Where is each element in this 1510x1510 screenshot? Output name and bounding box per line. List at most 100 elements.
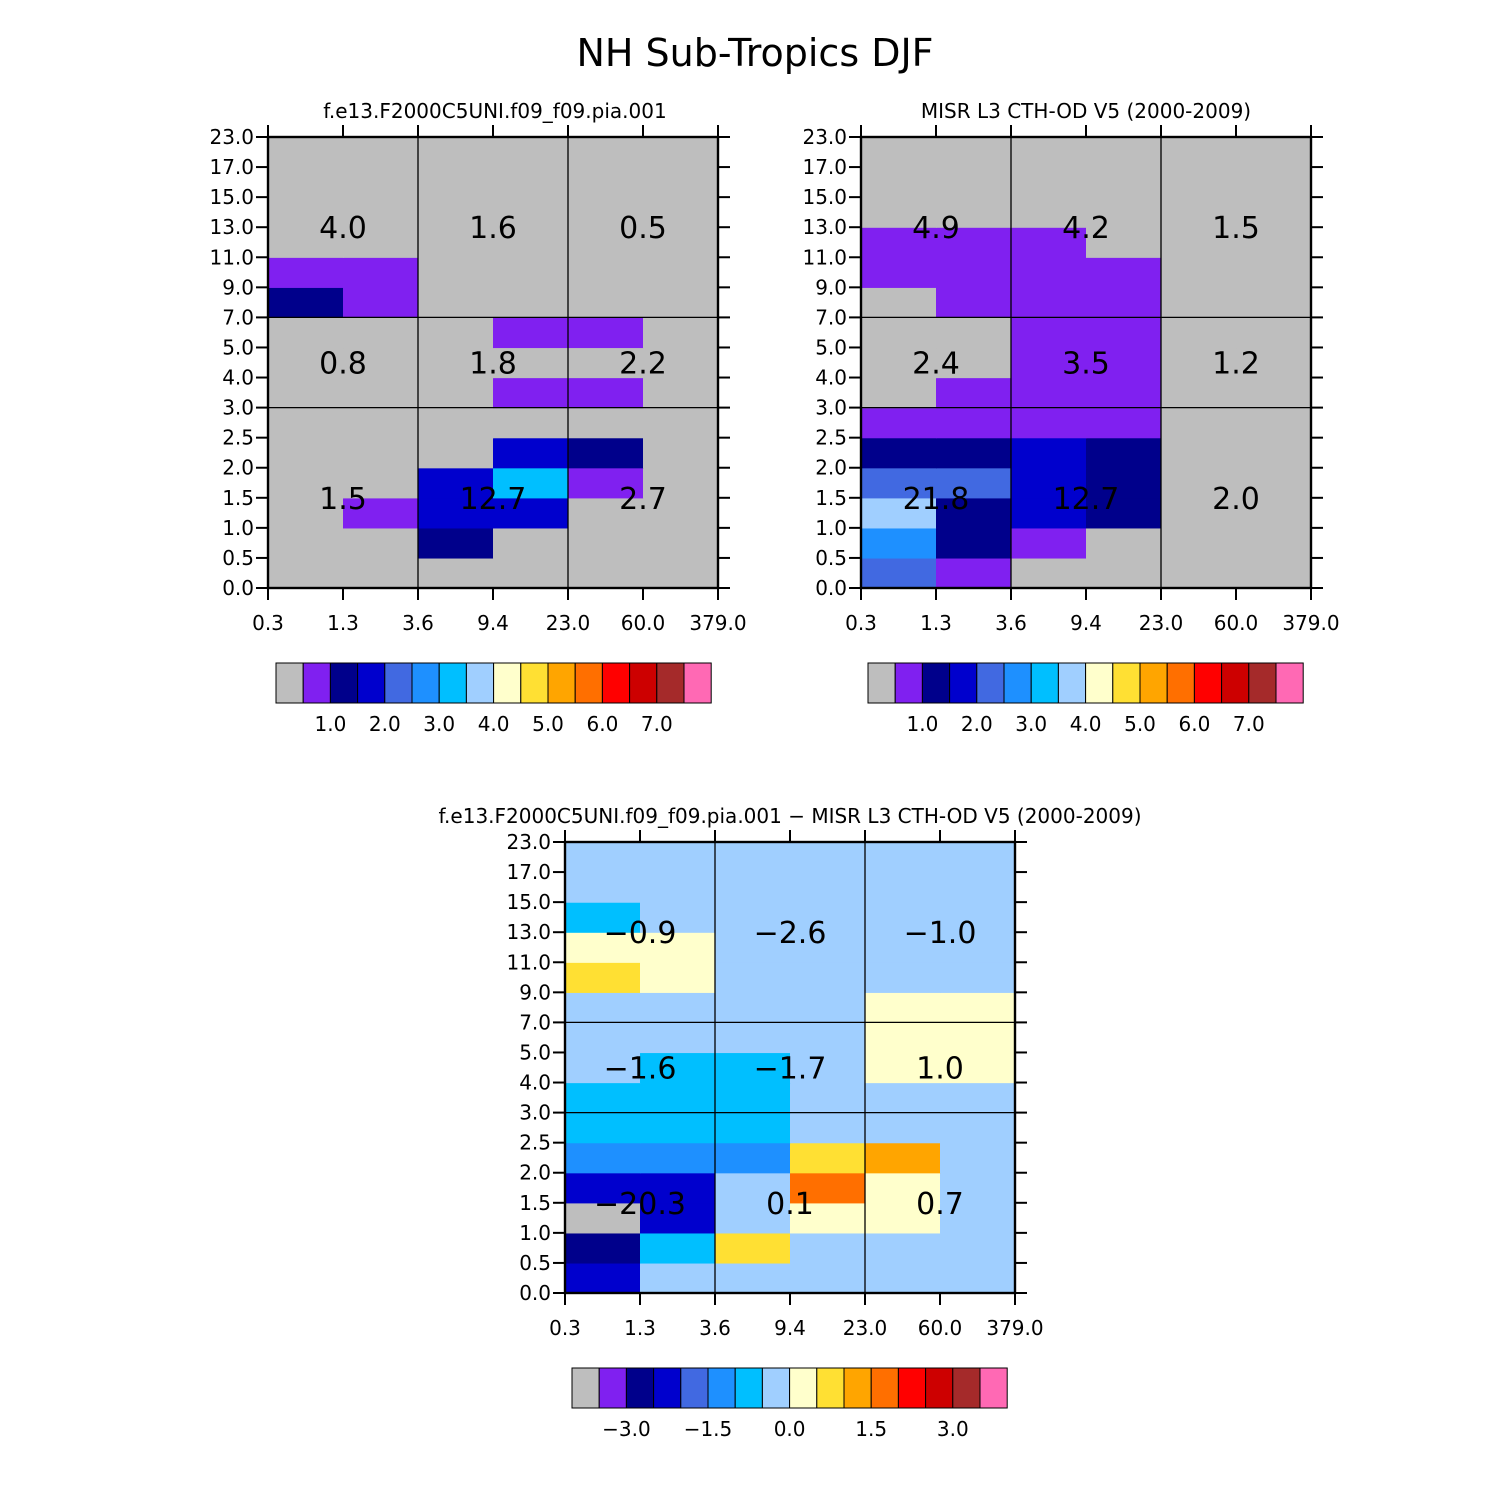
heatmap-cell [268,197,344,228]
region-total-label: 0.7 [916,1187,964,1222]
y-tick-label: 9.0 [222,275,254,299]
colorbar-swatch [925,1367,954,1409]
heatmap-cell [936,347,1012,379]
colorbar-swatch [1275,662,1304,704]
heatmap-cell [790,1082,866,1114]
heatmap-cell [640,842,716,873]
colorbar-swatch [656,662,685,704]
heatmap-cell [715,902,791,933]
heatmap-cell [640,932,716,963]
heatmap-cell [1161,287,1237,318]
heatmap-cell [1236,467,1312,499]
x-tick-label: 379.0 [689,611,746,635]
heatmap-cell [940,902,1016,933]
heatmap-cell [343,527,419,559]
heatmap-cell [1161,437,1237,469]
colorbar-swatch [1248,662,1277,704]
colorbar-label: −3.0 [602,1417,651,1441]
heatmap-cell [493,167,569,198]
heatmap-cell [418,437,494,469]
heatmap-cell [268,437,344,469]
heatmap-cell [1236,137,1312,168]
colorbar-swatch [384,662,413,704]
heatmap-cell [493,227,569,258]
heatmap-cell [640,1232,716,1264]
heatmap-cell [861,167,937,198]
heatmap-cell [790,1202,866,1234]
colorbar-swatch [1193,662,1223,704]
y-tick-label: 2.5 [815,426,847,450]
heatmap-cell [715,962,791,993]
heatmap-cell [643,317,719,349]
colorbar-swatch [275,662,304,704]
heatmap-cell [418,467,494,499]
x-tick-label: 0.3 [252,611,284,635]
heatmap-cell [865,1142,941,1174]
heatmap-cell [568,317,644,349]
heatmap-cell [418,527,494,559]
colorbar-swatch [411,662,440,704]
heatmap-cell [1011,407,1087,439]
y-tick-label: 0.0 [815,576,847,600]
colorbar-swatch [302,662,331,704]
heatmap-cell [343,167,419,198]
heatmap-cells [861,137,1312,589]
heatmap-cell [418,497,494,529]
y-tick-label: 17.0 [506,860,551,884]
x-tick-label: 0.3 [549,1316,581,1340]
heatmap-cell [343,257,419,288]
heatmap-cell [715,842,791,873]
heatmap-cell [1086,407,1162,439]
colorbar-swatch [574,662,603,704]
heatmap-cell [568,497,644,529]
figure-title: NH Sub-Tropics DJF [576,31,933,75]
colorbar-swatch [867,662,896,704]
colorbar-swatch [870,1367,899,1409]
heatmap-cell [568,347,644,379]
colorbar-swatch [547,662,576,704]
heatmap-cell [343,407,419,439]
heatmap-cell [1086,137,1162,168]
colorbar-swatch [1139,662,1168,704]
heatmap-cell [418,347,494,379]
y-tick-label: 0.5 [815,546,847,570]
heatmap-cell [640,992,716,1023]
heatmap-cell [865,992,941,1023]
y-tick-label: 7.0 [815,305,847,329]
y-tick-label: 9.0 [519,980,551,1004]
heatmap-cell [640,872,716,903]
region-total-label: 1.2 [1212,347,1260,382]
heatmap-cell [1011,557,1087,589]
heatmap-cell [940,842,1016,873]
y-tick-label: 3.0 [222,396,254,420]
heatmap-cell [640,1022,716,1054]
heatmap-cell [936,167,1012,198]
region-total-label: −1.6 [604,1052,677,1087]
y-tick-label: 2.0 [519,1161,551,1185]
heatmap-cell [1161,467,1237,499]
heatmap-cell [790,1112,866,1144]
colorbar-label: 5.0 [1124,712,1156,736]
heatmap-cell [493,557,569,589]
heatmap-cell [861,437,937,469]
colorbar-label: 3.0 [423,712,455,736]
region-total-label: 0.1 [766,1187,814,1222]
heatmap-cell [418,317,494,349]
heatmap-cell [418,407,494,439]
heatmap-cell [1011,257,1087,288]
heatmap-cell [343,497,419,529]
heatmap-cell [715,932,791,963]
heatmap-cell [1236,257,1312,288]
heatmap-cell [643,197,719,228]
heatmap-cell [940,872,1016,903]
x-tick-label: 3.6 [402,611,434,635]
region-totals: 4.9 4.2 1.5 2.4 3.5 1.2 21.8 12.7 2.0 [903,211,1260,517]
heatmap-cell [936,527,1012,559]
y-tick-label: 5.0 [222,335,254,359]
y-tick-label: 4.0 [519,1071,551,1095]
region-total-label: 1.5 [1212,211,1260,246]
heatmap-cell [643,257,719,288]
heatmap-cell [936,137,1012,168]
y-tick-label: 5.0 [519,1040,551,1064]
